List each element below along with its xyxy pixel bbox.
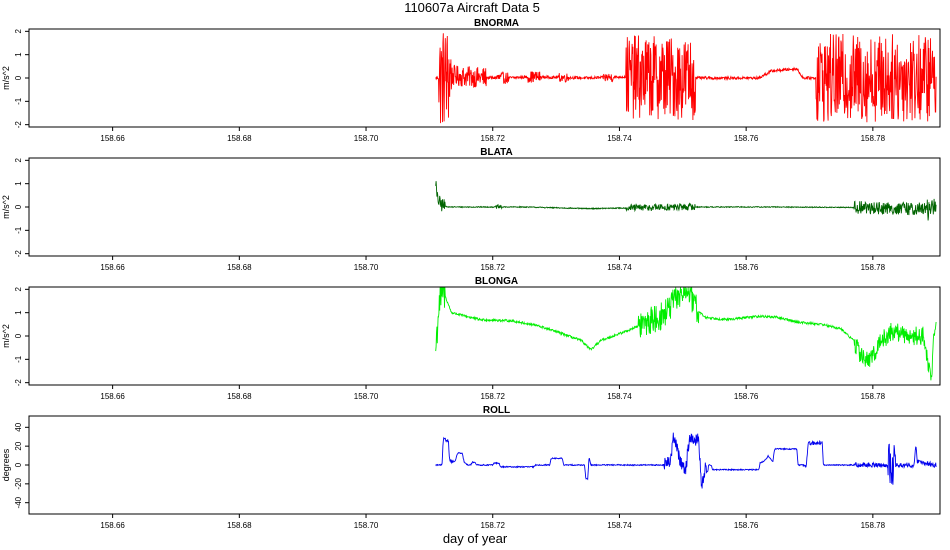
- x-tick-label: 158.66: [100, 392, 125, 401]
- panel-title: BLATA: [480, 147, 512, 158]
- x-tick-label: 158.78: [861, 392, 886, 401]
- x-tick-label: 158.70: [354, 263, 379, 272]
- plot-frame: [28, 286, 941, 386]
- y-tick-label: 2: [14, 158, 23, 163]
- chart-panels: BNORMA m/s^2 158.66 158.68 158.70 158.72 158.7…: [1, 18, 941, 530]
- y-tick-label: -1: [14, 97, 23, 105]
- x-tick-label: 158.78: [861, 263, 886, 272]
- x-tick-label: 158.66: [100, 134, 125, 143]
- panel-title: ROLL: [483, 405, 510, 416]
- y-axis-label: m/s^2: [1, 324, 11, 348]
- y-tick-label: 1: [14, 181, 23, 186]
- series-line: [435, 287, 937, 381]
- x-tick-label: 158.74: [607, 392, 632, 401]
- y-tick-label: 2: [14, 287, 23, 292]
- figure-title: 110607a Aircraft Data 5: [404, 0, 540, 15]
- x-tick-label: 158.70: [354, 392, 379, 401]
- y-tick-label: 2: [14, 29, 23, 34]
- y-tick-label: -2: [14, 121, 23, 129]
- y-tick-label: 1: [14, 310, 23, 315]
- y-tick-label: -20: [14, 478, 23, 490]
- x-tick-label: 158.68: [227, 134, 252, 143]
- series-line: [435, 432, 937, 489]
- y-tick-label: 20: [14, 441, 23, 450]
- x-tick-label: 158.66: [100, 263, 125, 272]
- x-axis-label: day of year: [443, 531, 508, 546]
- panel-roll: ROLL degrees 158.66 158.68 158.70 158.72 158.7…: [1, 405, 941, 530]
- y-tick-label: 0: [14, 462, 23, 467]
- x-tick-label: 158.72: [481, 263, 506, 272]
- y-tick-label: 1: [14, 52, 23, 57]
- x-tick-label: 158.74: [607, 263, 632, 272]
- y-tick-label: -2: [14, 379, 23, 387]
- panel-blata: BLATA m/s^2 158.66 158.68 158.70 158.72 158.74…: [1, 147, 941, 272]
- x-tick-label: 158.68: [227, 521, 252, 530]
- x-tick-label: 158.68: [227, 263, 252, 272]
- panel-blonga: BLONGA m/s^2 158.66 158.68 158.70 158.72 158.7…: [1, 276, 941, 401]
- y-axis-label: m/s^2: [1, 66, 11, 90]
- x-tick-label: 158.66: [100, 521, 125, 530]
- y-axis-label: degrees: [1, 448, 11, 481]
- y-tick-label: -2: [14, 250, 23, 258]
- x-tick-label: 158.78: [861, 521, 886, 530]
- x-tick-label: 158.68: [227, 392, 252, 401]
- y-tick-label: 0: [14, 204, 23, 209]
- panel-title: BLONGA: [475, 276, 518, 287]
- y-tick-label: -40: [14, 496, 23, 508]
- series-line: [435, 33, 937, 124]
- x-tick-label: 158.70: [354, 134, 379, 143]
- y-tick-label: 40: [14, 422, 23, 431]
- x-tick-label: 158.74: [607, 134, 632, 143]
- y-tick-label: 0: [14, 75, 23, 80]
- panel-bnorma: BNORMA m/s^2 158.66 158.68 158.70 158.72 158.7…: [1, 18, 941, 143]
- y-axis-label: m/s^2: [1, 195, 11, 219]
- x-tick-label: 158.72: [481, 521, 506, 530]
- y-tick-label: 0: [14, 333, 23, 338]
- series-line: [435, 181, 937, 221]
- x-tick-label: 158.72: [481, 392, 506, 401]
- x-tick-label: 158.74: [607, 521, 632, 530]
- x-tick-label: 158.78: [861, 134, 886, 143]
- panel-title: BNORMA: [474, 18, 519, 29]
- y-tick-label: -1: [14, 226, 23, 234]
- y-tick-label: -1: [14, 355, 23, 363]
- x-tick-label: 158.70: [354, 521, 379, 530]
- x-tick-label: 158.76: [734, 263, 759, 272]
- x-tick-label: 158.76: [734, 134, 759, 143]
- x-tick-label: 158.76: [734, 521, 759, 530]
- x-tick-label: 158.72: [481, 134, 506, 143]
- x-tick-label: 158.76: [734, 392, 759, 401]
